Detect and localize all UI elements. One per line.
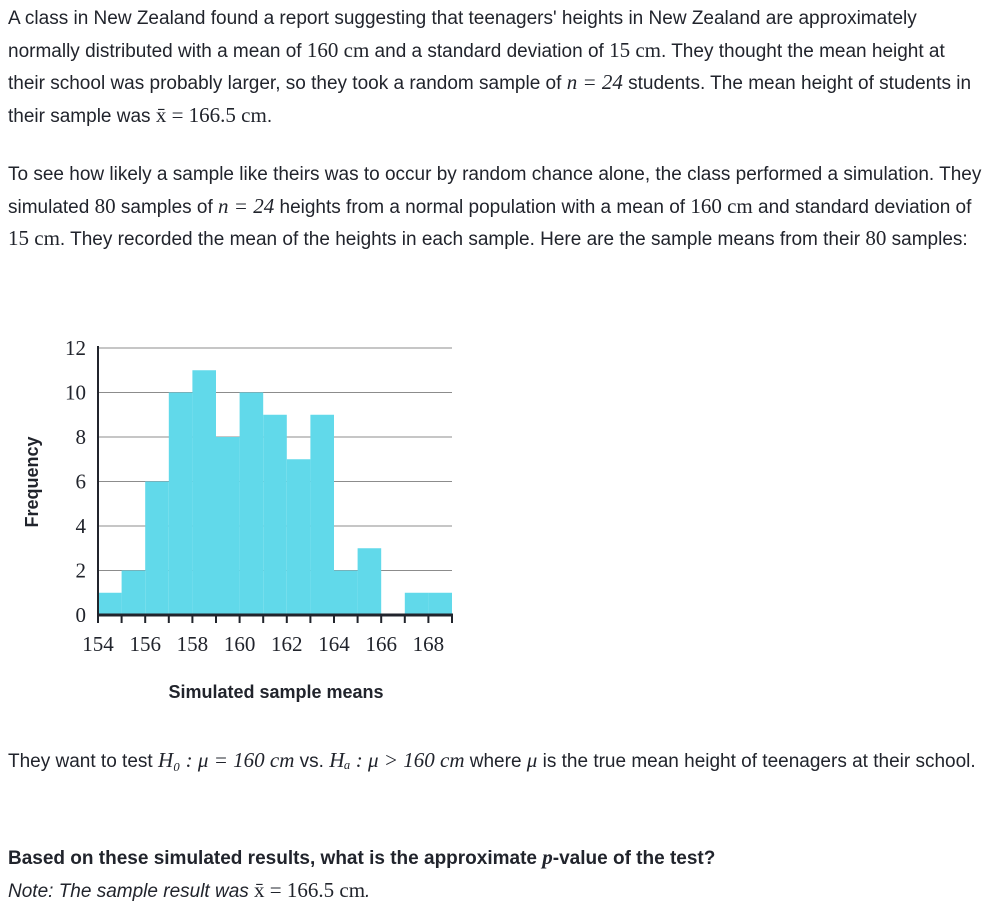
note-text-2: . <box>365 880 371 902</box>
histogram-chart: 154 156 158 160 162 164 166 168 0 2 4 6 8 10 12 Freque… <box>22 336 453 702</box>
sim-text-4: and standard deviation of <box>752 196 972 218</box>
population-sd-math: 15 cm <box>609 37 661 62</box>
y-tick-label-0: 0 <box>76 603 87 627</box>
sample-mean-math: x̄ = 166.5 cm <box>155 102 267 127</box>
bar-163 <box>310 414 334 615</box>
bar-160 <box>239 392 264 615</box>
population-mean-math: 160 cm <box>306 37 370 62</box>
bar-158 <box>192 370 216 615</box>
sim-text-5: . They recorded the mean of the heights … <box>59 229 866 250</box>
bar-156 <box>145 481 169 615</box>
hyp-text-1: They want to test <box>8 751 158 772</box>
x-tick-label-168: 168 <box>413 632 445 656</box>
chart-axes <box>97 346 453 617</box>
alt-hypothesis-math: Hₐ : μ > 160 cm <box>329 748 465 772</box>
simulation-paragraph: To see how likely a sample like theirs w… <box>8 159 988 256</box>
note-text: Note: The sample result was x̄ = 166.5 c… <box>8 875 988 907</box>
mu-math: μ <box>526 748 538 772</box>
note-text-1: Note: The sample result was <box>8 880 255 902</box>
x-tick-label-164: 164 <box>318 632 350 656</box>
hyp-text-4: is the true mean height of teenagers at … <box>537 751 976 772</box>
bar-164 <box>334 570 358 615</box>
intro-text-5: . <box>266 105 273 127</box>
hypothesis-paragraph: They want to test H₀ : μ = 160 cm vs. Hₐ… <box>8 745 988 778</box>
y-tick-label-10: 10 <box>65 381 86 405</box>
bar-154 <box>98 592 122 615</box>
hyp-text-2: vs. <box>294 751 330 772</box>
x-tick-label-156: 156 <box>129 632 161 656</box>
x-tick-label-162: 162 <box>271 632 303 656</box>
y-tick-label-12: 12 <box>65 336 86 360</box>
x-tick-label-154: 154 <box>82 632 114 656</box>
sample-size-math: n = 24 <box>566 70 623 94</box>
chart-ticks: 154 156 158 160 162 164 166 168 0 2 4 6 8 10 12 <box>65 336 453 656</box>
question-text-2: -value of the test? <box>552 848 716 869</box>
intro-text-4: students. The mean height of students in… <box>8 73 972 127</box>
sim-mean-math: 160 cm <box>690 193 753 218</box>
y-tick-label-6: 6 <box>76 470 87 494</box>
sim-text-6: samples: <box>886 229 968 250</box>
sim-sample-size-math: n = 24 <box>218 193 275 218</box>
x-tick-label-158: 158 <box>177 632 209 656</box>
y-tick-label-8: 8 <box>76 425 87 449</box>
x-axis-title: Simulated sample means <box>168 682 383 702</box>
sim-sd-math: 15 cm <box>8 226 60 250</box>
chart-bars <box>98 370 452 615</box>
sim-text-2: samples of <box>115 196 219 218</box>
question-text: Based on these simulated results, what i… <box>8 842 988 875</box>
num-samples-math: 80 <box>94 193 116 218</box>
y-tick-label-4: 4 <box>76 514 87 538</box>
x-tick-label-166: 166 <box>365 632 397 656</box>
bar-162 <box>286 459 311 615</box>
y-axis-title: Frequency <box>22 436 42 527</box>
x-tick-label-160: 160 <box>224 632 256 656</box>
question-block: Based on these simulated results, what i… <box>8 842 988 907</box>
y-tick-label-2: 2 <box>76 559 87 583</box>
bar-167 <box>404 592 429 615</box>
intro-text-3: . They thought the mean height at their … <box>8 40 945 95</box>
question-text-1: Based on these simulated results, what i… <box>8 848 543 869</box>
sim-text-1: To see how likely a sample like theirs w… <box>8 164 982 218</box>
bar-159 <box>216 437 240 615</box>
bar-168 <box>428 592 452 615</box>
intro-paragraph: A class in New Zealand found a report su… <box>8 3 983 132</box>
intro-text-2: and a standard deviation of <box>369 40 610 62</box>
bar-165 <box>357 548 382 615</box>
sim-count-math: 80 <box>865 226 887 250</box>
bar-161 <box>263 414 287 615</box>
bar-155 <box>121 570 146 615</box>
sim-text-3: heights from a normal population with a … <box>274 196 691 218</box>
note-sample-mean-math: x̄ = 166.5 cm <box>254 877 366 902</box>
p-math: p <box>542 845 553 869</box>
null-hypothesis-math: H₀ : μ = 160 cm <box>157 748 295 772</box>
hyp-text-3: where <box>464 751 527 772</box>
intro-text-1: A class in New Zealand found a report su… <box>8 8 917 62</box>
bar-157 <box>168 392 193 615</box>
